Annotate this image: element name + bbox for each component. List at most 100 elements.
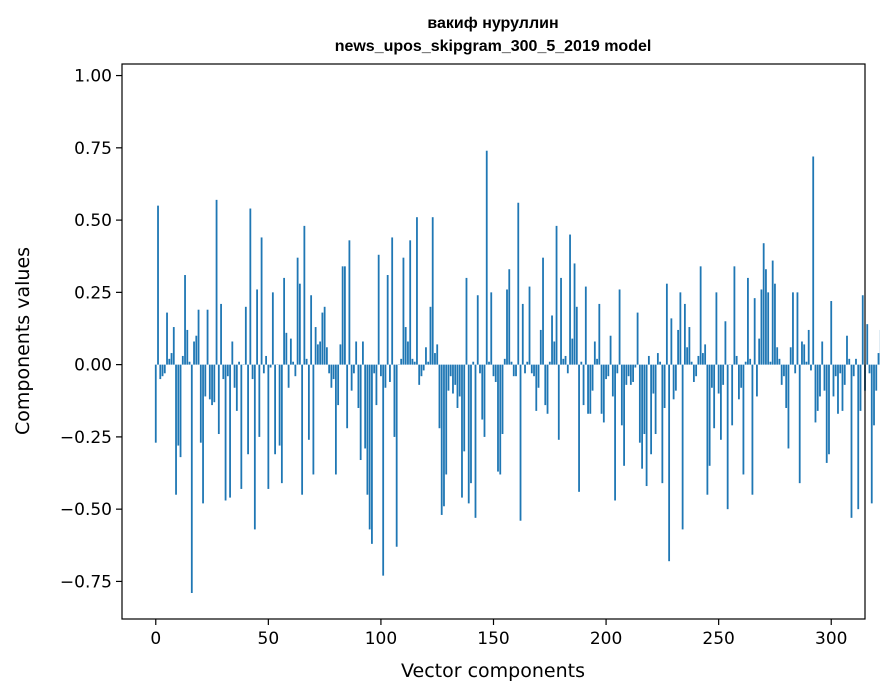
bar-59 bbox=[287, 364, 290, 388]
bar-265 bbox=[751, 364, 754, 495]
bar-38 bbox=[240, 364, 243, 489]
bar-275 bbox=[774, 283, 776, 365]
bar-296 bbox=[821, 341, 824, 365]
bar-141 bbox=[472, 361, 475, 365]
bar-148 bbox=[488, 361, 490, 365]
bar-142 bbox=[474, 364, 477, 518]
bar-40 bbox=[244, 306, 247, 365]
bar-103 bbox=[386, 275, 389, 365]
bar-186 bbox=[573, 263, 576, 365]
bar-219 bbox=[647, 355, 650, 365]
bar-36 bbox=[235, 364, 238, 411]
bar-3 bbox=[161, 364, 164, 377]
bar-167 bbox=[530, 364, 533, 374]
bar-33 bbox=[229, 364, 231, 498]
x-tick-label: 50 bbox=[258, 629, 280, 649]
bar-194 bbox=[591, 364, 594, 391]
bar-122 bbox=[429, 306, 432, 365]
bar-116 bbox=[416, 217, 418, 365]
bar-128 bbox=[443, 364, 445, 507]
bar-228 bbox=[668, 364, 671, 562]
bar-208 bbox=[623, 364, 625, 466]
bar-297 bbox=[823, 364, 826, 391]
bar-213 bbox=[634, 364, 637, 368]
bar-278 bbox=[780, 364, 783, 385]
bar-241 bbox=[697, 355, 700, 365]
bar-210 bbox=[627, 364, 630, 377]
bar-197 bbox=[598, 303, 601, 365]
bar-271 bbox=[765, 269, 767, 365]
bar-153 bbox=[499, 364, 502, 475]
bar-214 bbox=[636, 312, 639, 365]
bar-63 bbox=[296, 257, 299, 365]
bar-272 bbox=[767, 292, 770, 365]
bar-64 bbox=[298, 283, 301, 365]
bar-16 bbox=[190, 364, 193, 593]
bar-264 bbox=[749, 358, 752, 365]
bar-164 bbox=[524, 364, 526, 374]
bar-115 bbox=[413, 361, 416, 365]
bar-81 bbox=[337, 364, 340, 406]
bar-73 bbox=[319, 341, 322, 365]
bar-263 bbox=[747, 277, 749, 365]
bar-42 bbox=[249, 208, 252, 365]
bar-318 bbox=[870, 364, 873, 504]
bar-10 bbox=[177, 364, 180, 446]
bar-317 bbox=[868, 364, 871, 374]
bar-184 bbox=[569, 234, 571, 365]
bar-0 bbox=[154, 364, 157, 443]
bar-267 bbox=[756, 364, 758, 397]
bar-44 bbox=[253, 364, 256, 530]
bar-82 bbox=[339, 344, 342, 365]
bar-254 bbox=[726, 364, 729, 510]
bar-170 bbox=[537, 364, 540, 388]
bar-110 bbox=[402, 257, 405, 365]
bar-129 bbox=[445, 364, 448, 475]
bar-220 bbox=[650, 364, 653, 455]
bar-145 bbox=[481, 364, 484, 420]
bar-9 bbox=[175, 364, 177, 495]
x-tick-label: 250 bbox=[702, 629, 734, 649]
bar-281 bbox=[787, 364, 790, 449]
bar-49 bbox=[265, 355, 267, 365]
bar-25 bbox=[211, 364, 213, 406]
bar-230 bbox=[672, 364, 675, 400]
bar-135 bbox=[458, 364, 461, 397]
bar-100 bbox=[380, 364, 382, 377]
bar-301 bbox=[832, 364, 835, 397]
bar-238 bbox=[690, 361, 693, 365]
bar-276 bbox=[776, 347, 779, 365]
bar-206 bbox=[618, 289, 621, 365]
bar-299 bbox=[828, 364, 830, 455]
x-axis-ticks: 0 50 100 150 200 250 300 bbox=[150, 619, 847, 649]
bar-152 bbox=[497, 364, 499, 472]
bar-143 bbox=[476, 295, 479, 365]
bar-310 bbox=[852, 364, 855, 377]
bar-130 bbox=[447, 364, 450, 391]
bar-288 bbox=[803, 344, 806, 365]
bar-149 bbox=[490, 292, 493, 365]
bar-237 bbox=[688, 327, 691, 365]
bar-235 bbox=[683, 303, 686, 365]
bar-15 bbox=[188, 361, 191, 365]
bar-23 bbox=[206, 309, 209, 365]
bar-245 bbox=[706, 364, 709, 495]
bar-104 bbox=[389, 364, 391, 382]
bar-151 bbox=[494, 364, 497, 382]
bar-166 bbox=[528, 286, 531, 365]
bar-269 bbox=[760, 289, 763, 365]
bar-118 bbox=[420, 364, 423, 377]
bar-154 bbox=[501, 364, 504, 435]
bar-133 bbox=[454, 364, 457, 385]
bar-91 bbox=[359, 364, 362, 461]
bar-87 bbox=[350, 364, 353, 391]
bar-160 bbox=[515, 364, 517, 377]
bar-60 bbox=[289, 338, 292, 365]
bar-156 bbox=[506, 289, 508, 365]
bar-211 bbox=[629, 364, 632, 385]
bar-191 bbox=[584, 286, 587, 365]
bar-212 bbox=[632, 364, 634, 382]
bar-6 bbox=[168, 358, 171, 365]
bar-120 bbox=[425, 347, 427, 365]
